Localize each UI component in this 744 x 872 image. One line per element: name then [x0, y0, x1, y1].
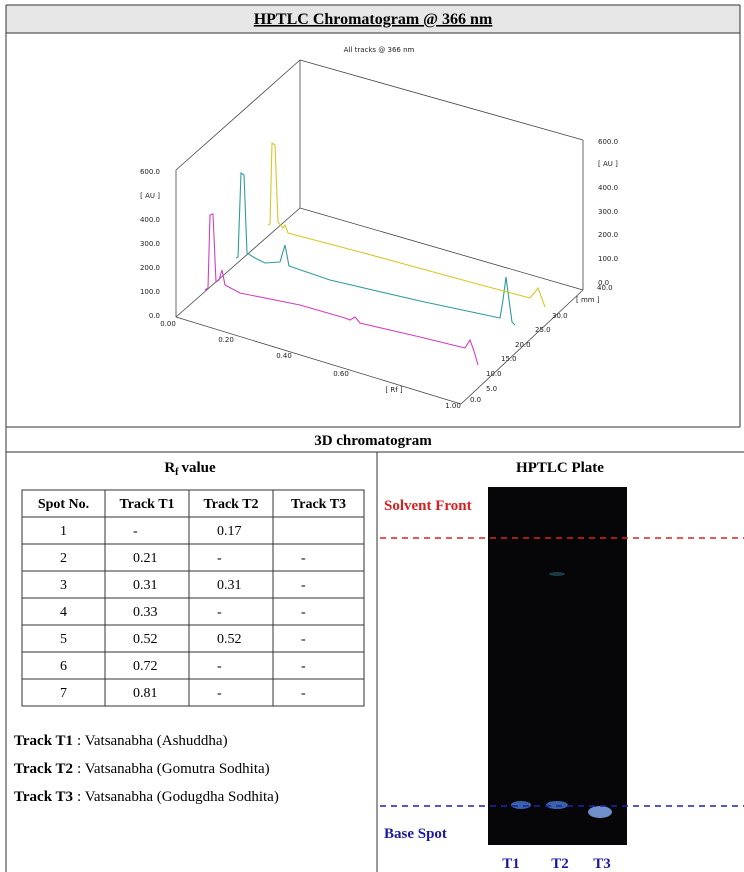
table-cell: - — [301, 686, 306, 701]
track-label: Track T1 — [14, 733, 73, 749]
caption: 3D chromatogram — [314, 433, 432, 449]
rf-axis-label: 0.40 — [276, 352, 292, 360]
right-axis-label: 600.0 — [598, 138, 618, 146]
track-text: : Vatsanabha (Gomutra Sodhita) — [77, 761, 270, 777]
table-cell: 6 — [60, 659, 67, 674]
rf-sub: f — [175, 467, 179, 478]
right-axis-label: [ AU ] — [598, 160, 618, 168]
page-title: HPTLC Chromatogram @ 366 nm — [254, 11, 493, 28]
rf-axis-label: 0.00 — [160, 320, 176, 328]
table-cell: - — [301, 659, 306, 674]
table-cell: 0.72 — [133, 659, 158, 674]
left-axis-label: 100.0 — [140, 288, 160, 296]
left-axis-label: [ AU ] — [140, 192, 160, 200]
mm-axis-label: 20.0 — [515, 341, 531, 349]
table-cell: - — [301, 578, 306, 593]
table-cell: 2 — [60, 551, 67, 566]
table-header: Track T3 — [291, 497, 346, 512]
plate-spot — [588, 806, 612, 818]
mm-axis-label: 0.0 — [470, 396, 481, 404]
lane-label: T3 — [593, 856, 611, 872]
table-cell: - — [217, 551, 222, 566]
table-cell: 0.52 — [133, 632, 158, 647]
table-cell: - — [217, 686, 222, 701]
rf-r: R — [164, 460, 175, 476]
mm-axis-label: 30.0 — [552, 312, 568, 320]
solvent-front-label: Solvent Front — [384, 498, 472, 514]
track-label: Track T2 — [14, 761, 73, 777]
mm-axis-label: 40.0 — [597, 284, 613, 292]
table-cell: 0.21 — [133, 551, 158, 566]
table-cell: - — [217, 659, 222, 674]
table-cell: - — [217, 605, 222, 620]
track-label: Track T3 — [14, 789, 73, 805]
right-axis-label: 200.0 — [598, 231, 618, 239]
table-cell: 1 — [60, 524, 67, 539]
table-cell: 0.52 — [217, 632, 242, 647]
track-text: : Vatsanabha (Ashuddha) — [77, 733, 228, 749]
track-note: Track T1: Vatsanabha (Ashuddha) — [14, 733, 228, 749]
plot-title: All tracks @ 366 nm — [344, 46, 415, 54]
lane-label: T2 — [551, 856, 569, 872]
mm-axis-label: 5.0 — [486, 385, 497, 393]
track-text: : Vatsanabha (Godugdha Sodhita) — [77, 789, 279, 805]
table-cell: 0.33 — [133, 605, 158, 620]
left-axis-label: 200.0 — [140, 264, 160, 272]
table-cell: - — [301, 632, 306, 647]
table-cell: 0.17 — [217, 524, 242, 539]
table-cell: 0.31 — [217, 578, 242, 593]
rf-axis-label: 0.20 — [218, 336, 234, 344]
plate-title: HPTLC Plate — [516, 460, 604, 476]
track-note: Track T2: Vatsanabha (Gomutra Sodhita) — [14, 761, 270, 777]
right-axis-label: 300.0 — [598, 208, 618, 216]
table-cell: 5 — [60, 632, 67, 647]
table-cell: 3 — [60, 578, 67, 593]
table-header: Spot No. — [38, 497, 89, 512]
rf-axis-label: [ Rf ] — [385, 386, 403, 394]
mm-axis-label: [ mm ] — [576, 296, 600, 304]
lane-label: T1 — [502, 856, 520, 872]
track-note: Track T3: Vatsanabha (Godugdha Sodhita) — [14, 789, 279, 805]
left-axis-label: 300.0 — [140, 240, 160, 248]
table-cell: - — [301, 605, 306, 620]
trace-t3 — [268, 143, 545, 307]
base-spot-label: Base Spot — [384, 826, 447, 842]
table-cell: 4 — [60, 605, 67, 620]
table-cell: 0.31 — [133, 578, 158, 593]
table-cell: - — [133, 524, 138, 539]
plot-frame — [176, 60, 583, 404]
mm-axis-label: 15.0 — [501, 355, 517, 363]
trace-t2 — [236, 173, 515, 325]
right-axis-label: 100.0 — [598, 255, 618, 263]
right-axis-label: 400.0 — [598, 184, 618, 192]
table-header: Track T2 — [203, 497, 258, 512]
rf-axis-label: 1.00 — [445, 402, 461, 410]
plate — [488, 487, 627, 845]
mm-axis-label: 10.0 — [486, 370, 502, 378]
table-cell: 7 — [60, 686, 67, 701]
rf-rest: value — [182, 460, 217, 476]
left-axis-label: 400.0 — [140, 216, 160, 224]
plate-spot — [549, 572, 565, 576]
plate-spot — [511, 801, 531, 809]
table-cell: 0.81 — [133, 686, 158, 701]
rf-axis-label: 0.60 — [333, 370, 349, 378]
page: HPTLC Chromatogram @ 366 nm All tracks @… — [0, 0, 744, 872]
left-axis-label: 0.0 — [149, 312, 160, 320]
plate-spot — [546, 801, 568, 809]
table-header: Track T1 — [119, 497, 174, 512]
table-cell: - — [301, 551, 306, 566]
left-axis-label: 600.0 — [140, 168, 160, 176]
mm-axis-label: 25.0 — [535, 326, 551, 334]
